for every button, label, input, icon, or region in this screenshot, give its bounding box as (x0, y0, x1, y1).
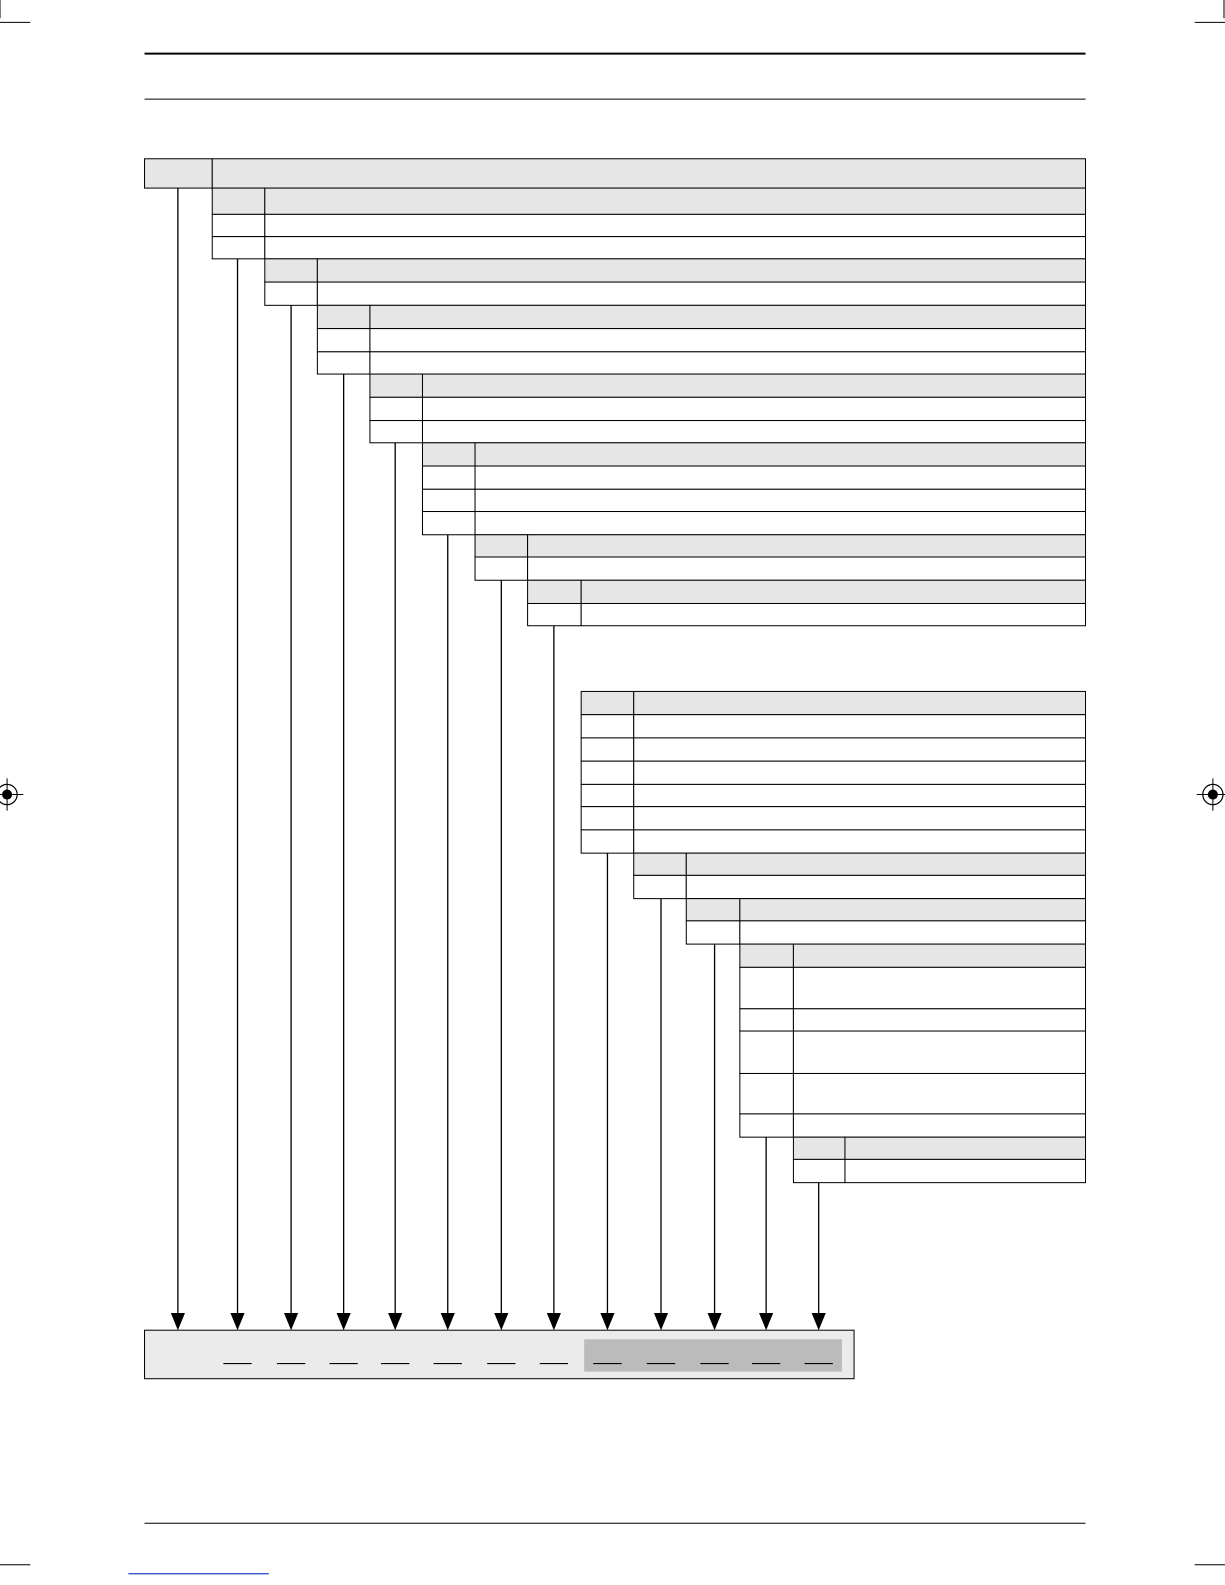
code-cell (739, 1008, 794, 1032)
description-cell (792, 966, 1087, 1010)
code-cell (685, 920, 741, 945)
arrowhead (707, 1313, 722, 1331)
arrowhead (440, 1313, 455, 1331)
code-cell (580, 783, 635, 808)
arrowhead (653, 1313, 669, 1331)
description-cell (264, 236, 1087, 260)
code-cell (264, 258, 318, 283)
description-cell (474, 488, 1087, 513)
code-cell (369, 373, 423, 398)
description-cell (633, 760, 1087, 785)
description-cell (844, 1136, 1087, 1160)
code-cell (739, 966, 794, 1010)
description-cell (739, 898, 1087, 922)
code-cell (685, 898, 741, 922)
arrowhead (388, 1313, 403, 1331)
code-cell (580, 690, 635, 716)
arrowhead (759, 1313, 774, 1331)
description-cell (474, 442, 1087, 467)
description-cell (474, 465, 1087, 490)
code-cell (421, 511, 476, 536)
code-cell (580, 760, 635, 785)
code-cell (474, 556, 529, 581)
arrowhead (284, 1313, 299, 1331)
code-cell (211, 213, 266, 238)
code-cell (421, 442, 476, 467)
code-cell (421, 488, 476, 513)
code-cell (316, 351, 371, 375)
description-cell (792, 1030, 1087, 1074)
code-cell (792, 1158, 846, 1184)
code-cell (264, 281, 318, 306)
code-cell (211, 236, 266, 260)
code-cell (474, 534, 529, 558)
code-cell (527, 602, 582, 627)
description-cell (792, 1113, 1087, 1138)
description-cell (527, 556, 1087, 581)
description-cell (421, 396, 1087, 422)
description-cell (844, 1158, 1087, 1184)
description-cell (580, 602, 1087, 627)
description-cell (316, 281, 1087, 306)
code-cell (633, 852, 687, 876)
description-cell (685, 874, 1087, 900)
description-cell (264, 187, 1087, 215)
arrowhead (230, 1313, 245, 1331)
arrowhead (494, 1313, 509, 1331)
description-cell (211, 158, 1087, 189)
description-cell (421, 420, 1087, 444)
description-cell (633, 829, 1087, 854)
code-cell (316, 328, 371, 353)
code-cell (739, 1113, 794, 1138)
description-cell (633, 783, 1087, 808)
code-cell (527, 579, 582, 604)
code-cell (580, 737, 635, 762)
arrowhead (600, 1313, 615, 1331)
description-cell (792, 943, 1087, 968)
code-cell (739, 1030, 794, 1074)
description-cell (792, 1008, 1087, 1032)
code-cell (739, 943, 794, 968)
code-cell (316, 304, 371, 330)
description-cell (369, 351, 1087, 375)
description-cell (739, 920, 1087, 945)
arrowhead (546, 1313, 561, 1331)
code-cell (211, 187, 266, 215)
code-cell (580, 829, 635, 854)
description-cell (369, 328, 1087, 353)
description-cell (633, 806, 1087, 831)
description-cell (474, 511, 1087, 536)
description-cell (792, 1072, 1087, 1115)
code-cell (144, 158, 213, 189)
code-cell (580, 714, 635, 739)
code-cell (633, 874, 687, 900)
description-cell (633, 714, 1087, 739)
code-cell (792, 1136, 846, 1160)
arrowhead (811, 1313, 826, 1331)
description-cell (316, 258, 1087, 283)
registration-marks (0, 778, 1225, 811)
code-cell (580, 806, 635, 831)
description-cell (421, 373, 1087, 398)
code-cell (739, 1072, 794, 1115)
description-cell (527, 534, 1087, 558)
description-cell (580, 579, 1087, 604)
description-cell (633, 690, 1087, 716)
description-cell (369, 304, 1087, 330)
code-box-highlight (584, 1339, 842, 1372)
code-cell (369, 420, 423, 444)
description-cell (685, 852, 1087, 876)
description-cell (264, 213, 1087, 238)
code-cell (421, 465, 476, 490)
arrowhead (336, 1313, 351, 1331)
arrowhead (170, 1313, 185, 1331)
code-cell (369, 396, 423, 422)
description-cell (633, 737, 1087, 762)
